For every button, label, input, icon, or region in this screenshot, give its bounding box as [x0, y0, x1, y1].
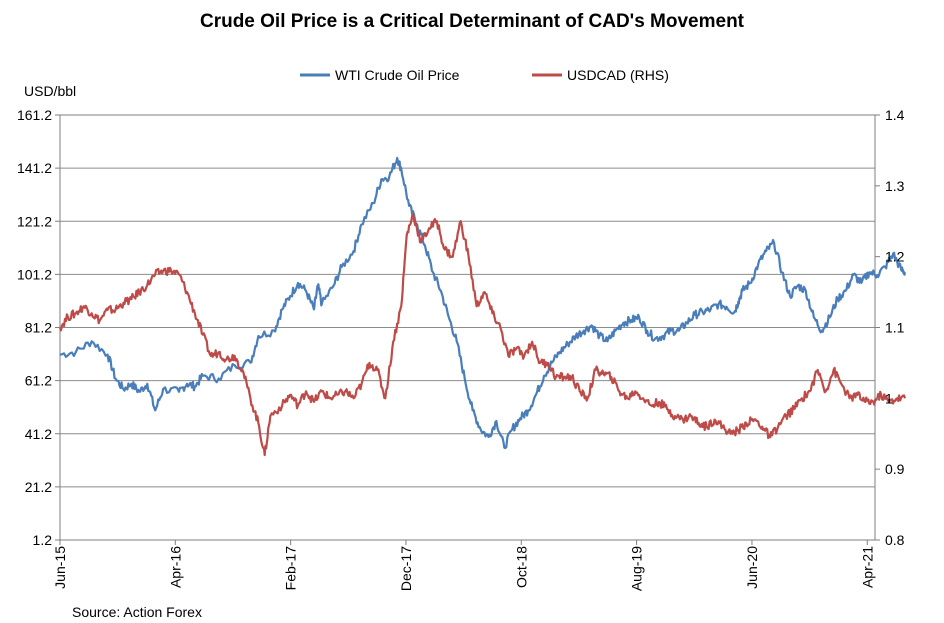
y-right-tick-label: 0.8: [885, 532, 905, 548]
x-tick-label: Apr-16: [167, 546, 183, 588]
legend-label: USDCAD (RHS): [567, 67, 669, 83]
y-left-tick-label: 21.2: [25, 479, 52, 495]
y-right-tick-label: 1: [885, 390, 893, 406]
x-tick-label: Feb-17: [283, 546, 299, 591]
y-right-tick-label: 1.1: [885, 320, 905, 336]
y-left-tick-label: 1.2: [33, 532, 53, 548]
x-tick-label: Dec-17: [398, 546, 414, 591]
y-left-tick-label: 101.2: [17, 266, 52, 282]
series-line-usdcad: [58, 213, 907, 457]
y-left-tick-label: 61.2: [25, 373, 52, 389]
y-right-tick-label: 1.2: [885, 249, 905, 265]
x-tick-label: Jun-20: [744, 546, 760, 589]
x-tick-label: Jun-15: [52, 546, 68, 589]
y-right-tick-label: 0.9: [885, 461, 905, 477]
legend-label: WTI Crude Oil Price: [335, 67, 460, 83]
y-left-tick-label: 81.2: [25, 320, 52, 336]
chart-title: Crude Oil Price is a Critical Determinan…: [199, 11, 745, 32]
series-line-wti: [59, 156, 907, 450]
source-note: Source: Action Forex: [72, 604, 202, 620]
x-tick-label: Aug-19: [629, 546, 645, 591]
x-tick-label: Apr-21: [859, 546, 875, 588]
y-right-tick-label: 1.4: [885, 107, 905, 123]
y-right-tick-label: 1.3: [885, 178, 905, 194]
y-left-tick-label: 41.2: [25, 426, 52, 442]
y-axis-left-label: USD/bbl: [24, 83, 76, 99]
y-left-tick-label: 121.2: [17, 213, 52, 229]
x-tick-label: Oct-18: [513, 546, 529, 588]
y-left-tick-label: 161.2: [17, 107, 52, 123]
y-left-tick-label: 141.2: [17, 160, 52, 176]
